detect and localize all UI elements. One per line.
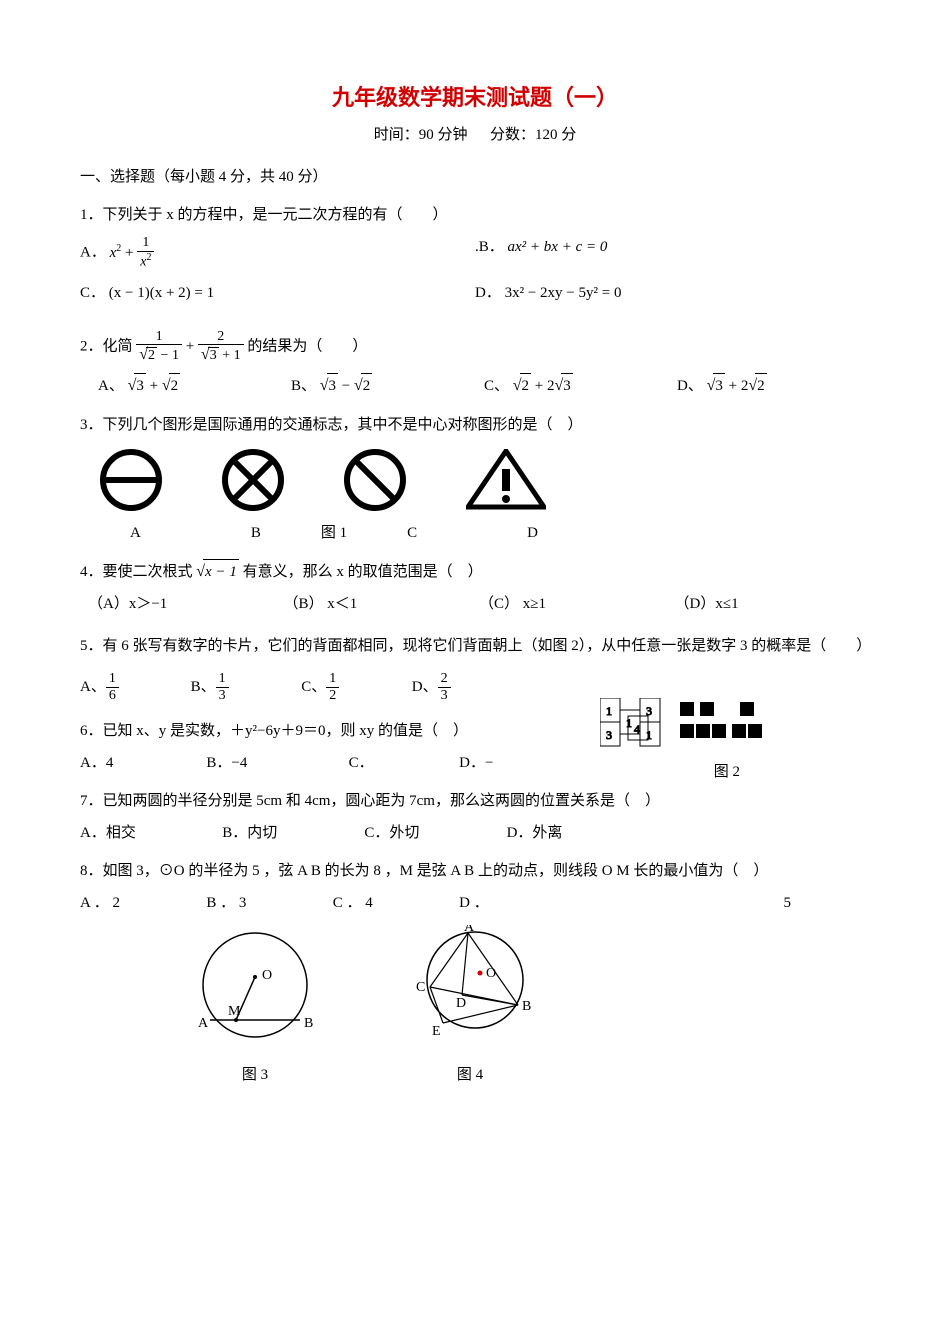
figures-row: O M A B 图 3 O A	[180, 925, 870, 1087]
math-expr: 3x² − 2xy − 5y² = 0	[505, 285, 622, 301]
frac: 2√3 + 1	[198, 329, 244, 365]
q1-stem: 1．下列关于 x 的方程中，是一元二次方程的有（ ）	[80, 203, 870, 227]
q2-stem: 2．化简 1√2 − 1 + 2√3 + 1 的结果为（ ）	[80, 329, 870, 365]
q5-option-c: C、12	[301, 671, 412, 704]
question-8: 8．如图 3，⊙O 的半径为 5 ，弦 A B 的长为 8 ，M 是弦 A B …	[80, 859, 870, 1087]
question-7: 7．已知两圆的半径分别是 5cm 和 4cm，圆心距为 7cm，那么这两圆的位置…	[80, 789, 870, 845]
q2-option-d: D、 √3 + 2√2	[677, 373, 870, 399]
section-heading: 一、选择题（每小题 4 分，共 40 分）	[80, 165, 870, 189]
q7-option-b: B．内切	[222, 821, 364, 845]
q5-option-d: D、23	[412, 671, 523, 704]
q4-option-d: （D）x≤1	[675, 592, 871, 616]
q4-stem: 4．要使二次根式 √x − 1 有意义，那么 x 的取值范围是（ ）	[80, 559, 870, 585]
q6-option-b: B．−4	[206, 751, 348, 775]
question-4: 4．要使二次根式 √x − 1 有意义，那么 x 的取值范围是（ ） （A）x＞…	[80, 559, 870, 617]
q8-option-d2: 5	[554, 891, 791, 915]
cross-circle-icon	[222, 449, 284, 511]
label: C．	[80, 285, 105, 301]
q7-stem: 7．已知两圆的半径分别是 5cm 和 4cm，圆心距为 7cm，那么这两圆的位置…	[80, 789, 870, 813]
svg-text:D: D	[456, 996, 466, 1011]
q6-option-c: C．	[349, 751, 460, 775]
text: 有意义，那么 x 的取值范围是（ ）	[243, 564, 483, 580]
label: A．	[80, 245, 106, 261]
label: B、	[291, 378, 316, 394]
math-expr: ax² + bx + c = 0	[508, 239, 608, 255]
q5-stem: 5．有 6 张写有数字的卡片，它们的背面都相同，现将它们背面朝上（如图 2），从…	[80, 630, 870, 663]
label: D、	[677, 378, 703, 394]
question-1: 1．下列关于 x 的方程中，是一元二次方程的有（ ） A． x2 + 1x2 .…	[80, 203, 870, 315]
svg-text:3: 3	[606, 728, 612, 742]
label-b: B	[251, 521, 261, 545]
math-expr: x2 + 1x2	[110, 245, 155, 261]
svg-text:1: 1	[606, 704, 612, 718]
no-entry-icon	[100, 449, 162, 511]
svg-text:O: O	[486, 966, 496, 981]
q1-option-b: .B． ax² + bx + c = 0	[475, 235, 870, 271]
q8-option-c: C ． 4	[333, 891, 459, 915]
svg-text:O: O	[262, 968, 272, 983]
question-3: 3．下列几个图形是国际通用的交通标志，其中不是中心对称图形的是（ ） A B 图…	[80, 413, 870, 545]
label-c: C	[407, 521, 417, 545]
subtitle: 时间：90 分钟 分数：120 分	[80, 123, 870, 147]
question-5: 5．有 6 张写有数字的卡片，它们的背面都相同，现将它们背面朝上（如图 2），从…	[80, 630, 870, 704]
text: 4．要使二次根式	[80, 564, 196, 580]
q3-stem: 3．下列几个图形是国际通用的交通标志，其中不是中心对称图形的是（ ）	[80, 413, 870, 437]
label: .B．	[475, 239, 504, 255]
q1-option-c: C． (x − 1)(x + 2) = 1	[80, 281, 475, 305]
slash-circle-icon	[344, 449, 406, 511]
q1-option-d: D． 3x² − 2xy − 5y² = 0	[475, 281, 870, 305]
q4-option-c: （C） x≥1	[479, 592, 675, 616]
traffic-signs	[100, 449, 870, 511]
label: C、	[484, 378, 509, 394]
svg-text:4: 4	[634, 722, 640, 736]
score-label: 分数：120 分	[490, 127, 576, 143]
svg-text:E: E	[432, 1024, 441, 1039]
q7-option-d: D．外离	[507, 821, 649, 845]
sign-labels: A B 图 1 C D	[130, 521, 870, 545]
q6-option-a: A．4	[80, 751, 206, 775]
q6-option-d: D．−	[459, 751, 570, 775]
fig-label: 图 1	[321, 521, 347, 545]
q2-option-a: A、 √3 + √2	[98, 373, 291, 399]
fig3-label: 图 3	[180, 1063, 330, 1087]
fig2-label: 图 2	[714, 760, 740, 784]
q4-option-a: （A）x＞−1	[88, 592, 284, 616]
math-expr: (x − 1)(x + 2) = 1	[109, 285, 214, 301]
svg-text:M: M	[228, 1004, 241, 1019]
figure-4: O A C D B E 图 4	[390, 925, 550, 1087]
svg-text:C: C	[416, 980, 425, 995]
q7-option-a: A．相交	[80, 821, 222, 845]
svg-text:1: 1	[626, 716, 632, 730]
q1-option-a: A． x2 + 1x2	[80, 235, 475, 271]
label: D．	[475, 285, 501, 301]
q8-stem: 8．如图 3，⊙O 的半径为 5 ，弦 A B 的长为 8 ，M 是弦 A B …	[80, 859, 870, 883]
frac: 1√2 − 1	[136, 329, 182, 365]
q8-option-d: D ．	[459, 891, 554, 915]
page-title: 九年级数学期末测试题（一）	[80, 80, 870, 115]
svg-text:B: B	[522, 999, 531, 1014]
time-label: 时间：90 分钟	[374, 127, 468, 143]
q8-option-a: A ． 2	[80, 891, 206, 915]
label-a: A	[130, 521, 141, 545]
q2-option-b: B、 √3 − √2	[291, 373, 484, 399]
svg-text:A: A	[464, 925, 475, 935]
q7-option-c: C．外切	[364, 821, 506, 845]
q8-option-b: B ． 3	[206, 891, 332, 915]
label: A、	[98, 378, 124, 394]
q5-option-a: A、16	[80, 671, 191, 704]
text: 的结果为（ ）	[247, 339, 367, 355]
text: 2．化简	[80, 339, 136, 355]
figure-3: O M A B 图 3	[180, 925, 330, 1087]
q2-option-c: C、 √2 + 2√3	[484, 373, 677, 399]
fig4-label: 图 4	[390, 1063, 550, 1087]
label-d: D	[527, 521, 538, 545]
q4-option-b: （B） x＜1	[284, 592, 480, 616]
svg-text:B: B	[304, 1016, 313, 1031]
question-2: 2．化简 1√2 − 1 + 2√3 + 1 的结果为（ ） A、 √3 + √…	[80, 329, 870, 399]
warning-triangle-icon	[466, 449, 546, 511]
cards-figure: 1 1 3 3 1 4	[600, 698, 770, 756]
q5-option-b: B、13	[191, 671, 302, 704]
svg-text:A: A	[198, 1016, 209, 1031]
